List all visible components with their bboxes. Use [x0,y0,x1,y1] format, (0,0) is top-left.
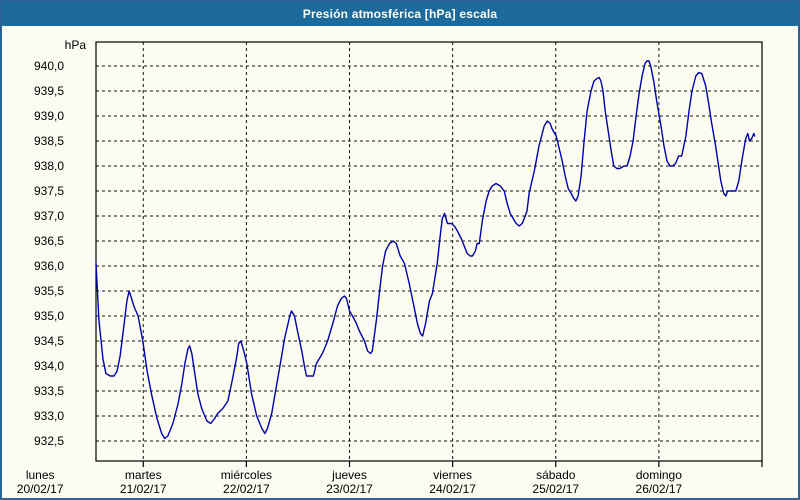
y-axis-tick-label: 932,5 [33,434,64,448]
y-axis-tick-label: 938,0 [33,159,64,173]
x-axis-day-label: domingo 26/02/17 [604,468,714,496]
y-axis-tick-label: 938,5 [33,134,64,148]
day-name: martes [124,468,162,482]
day-name: lunes [25,468,55,482]
window-titlebar: Presión atmosférica [hPa] escala [2,2,798,26]
day-date: 25/02/17 [532,482,580,496]
day-date: 23/02/17 [326,482,373,496]
day-name: sábado [536,468,576,482]
y-axis-tick-label: 939,0 [33,109,64,123]
y-axis-tick-label: 934,0 [33,359,64,373]
day-name: domingo [635,468,682,482]
day-date: 26/02/17 [635,482,683,496]
x-axis-day-label: lunes 20/02/17 [2,468,95,496]
y-axis-tick-label: 939,5 [33,84,64,98]
day-date: 21/02/17 [119,482,167,496]
day-name: jueves [332,468,367,482]
y-axis-tick-label: 936,5 [33,234,64,248]
x-axis-day-label: sábado 25/02/17 [501,468,611,496]
y-axis-tick-label: 933,5 [33,384,64,398]
y-axis-tick-label: 935,0 [33,309,64,323]
day-date: 20/02/17 [16,482,64,496]
y-axis-unit-label: hPa [64,38,86,52]
y-axis-tick-label: 933,0 [33,409,64,423]
y-axis-tick-label: 937,5 [33,184,64,198]
day-date: 22/02/17 [223,482,270,496]
x-axis-day-label: martes 21/02/17 [88,468,198,496]
y-axis-tick-label: 936,0 [33,259,64,273]
y-axis-tick-label: 935,5 [33,284,64,298]
day-date: 24/02/17 [429,482,476,496]
day-name: viernes [433,468,472,482]
x-axis-day-label: miércoles 22/02/17 [191,468,301,496]
plot-frame [95,41,763,462]
x-axis-day-label: jueves 23/02/17 [295,468,405,496]
day-name: miércoles [220,468,273,482]
y-axis-tick-label: 934,5 [33,334,64,348]
y-axis-tick-label: 937,0 [33,209,64,223]
pressure-line [95,60,756,440]
y-axis-tick-label: 940,0 [33,59,64,73]
x-axis-day-label: viernes 24/02/17 [398,468,508,496]
